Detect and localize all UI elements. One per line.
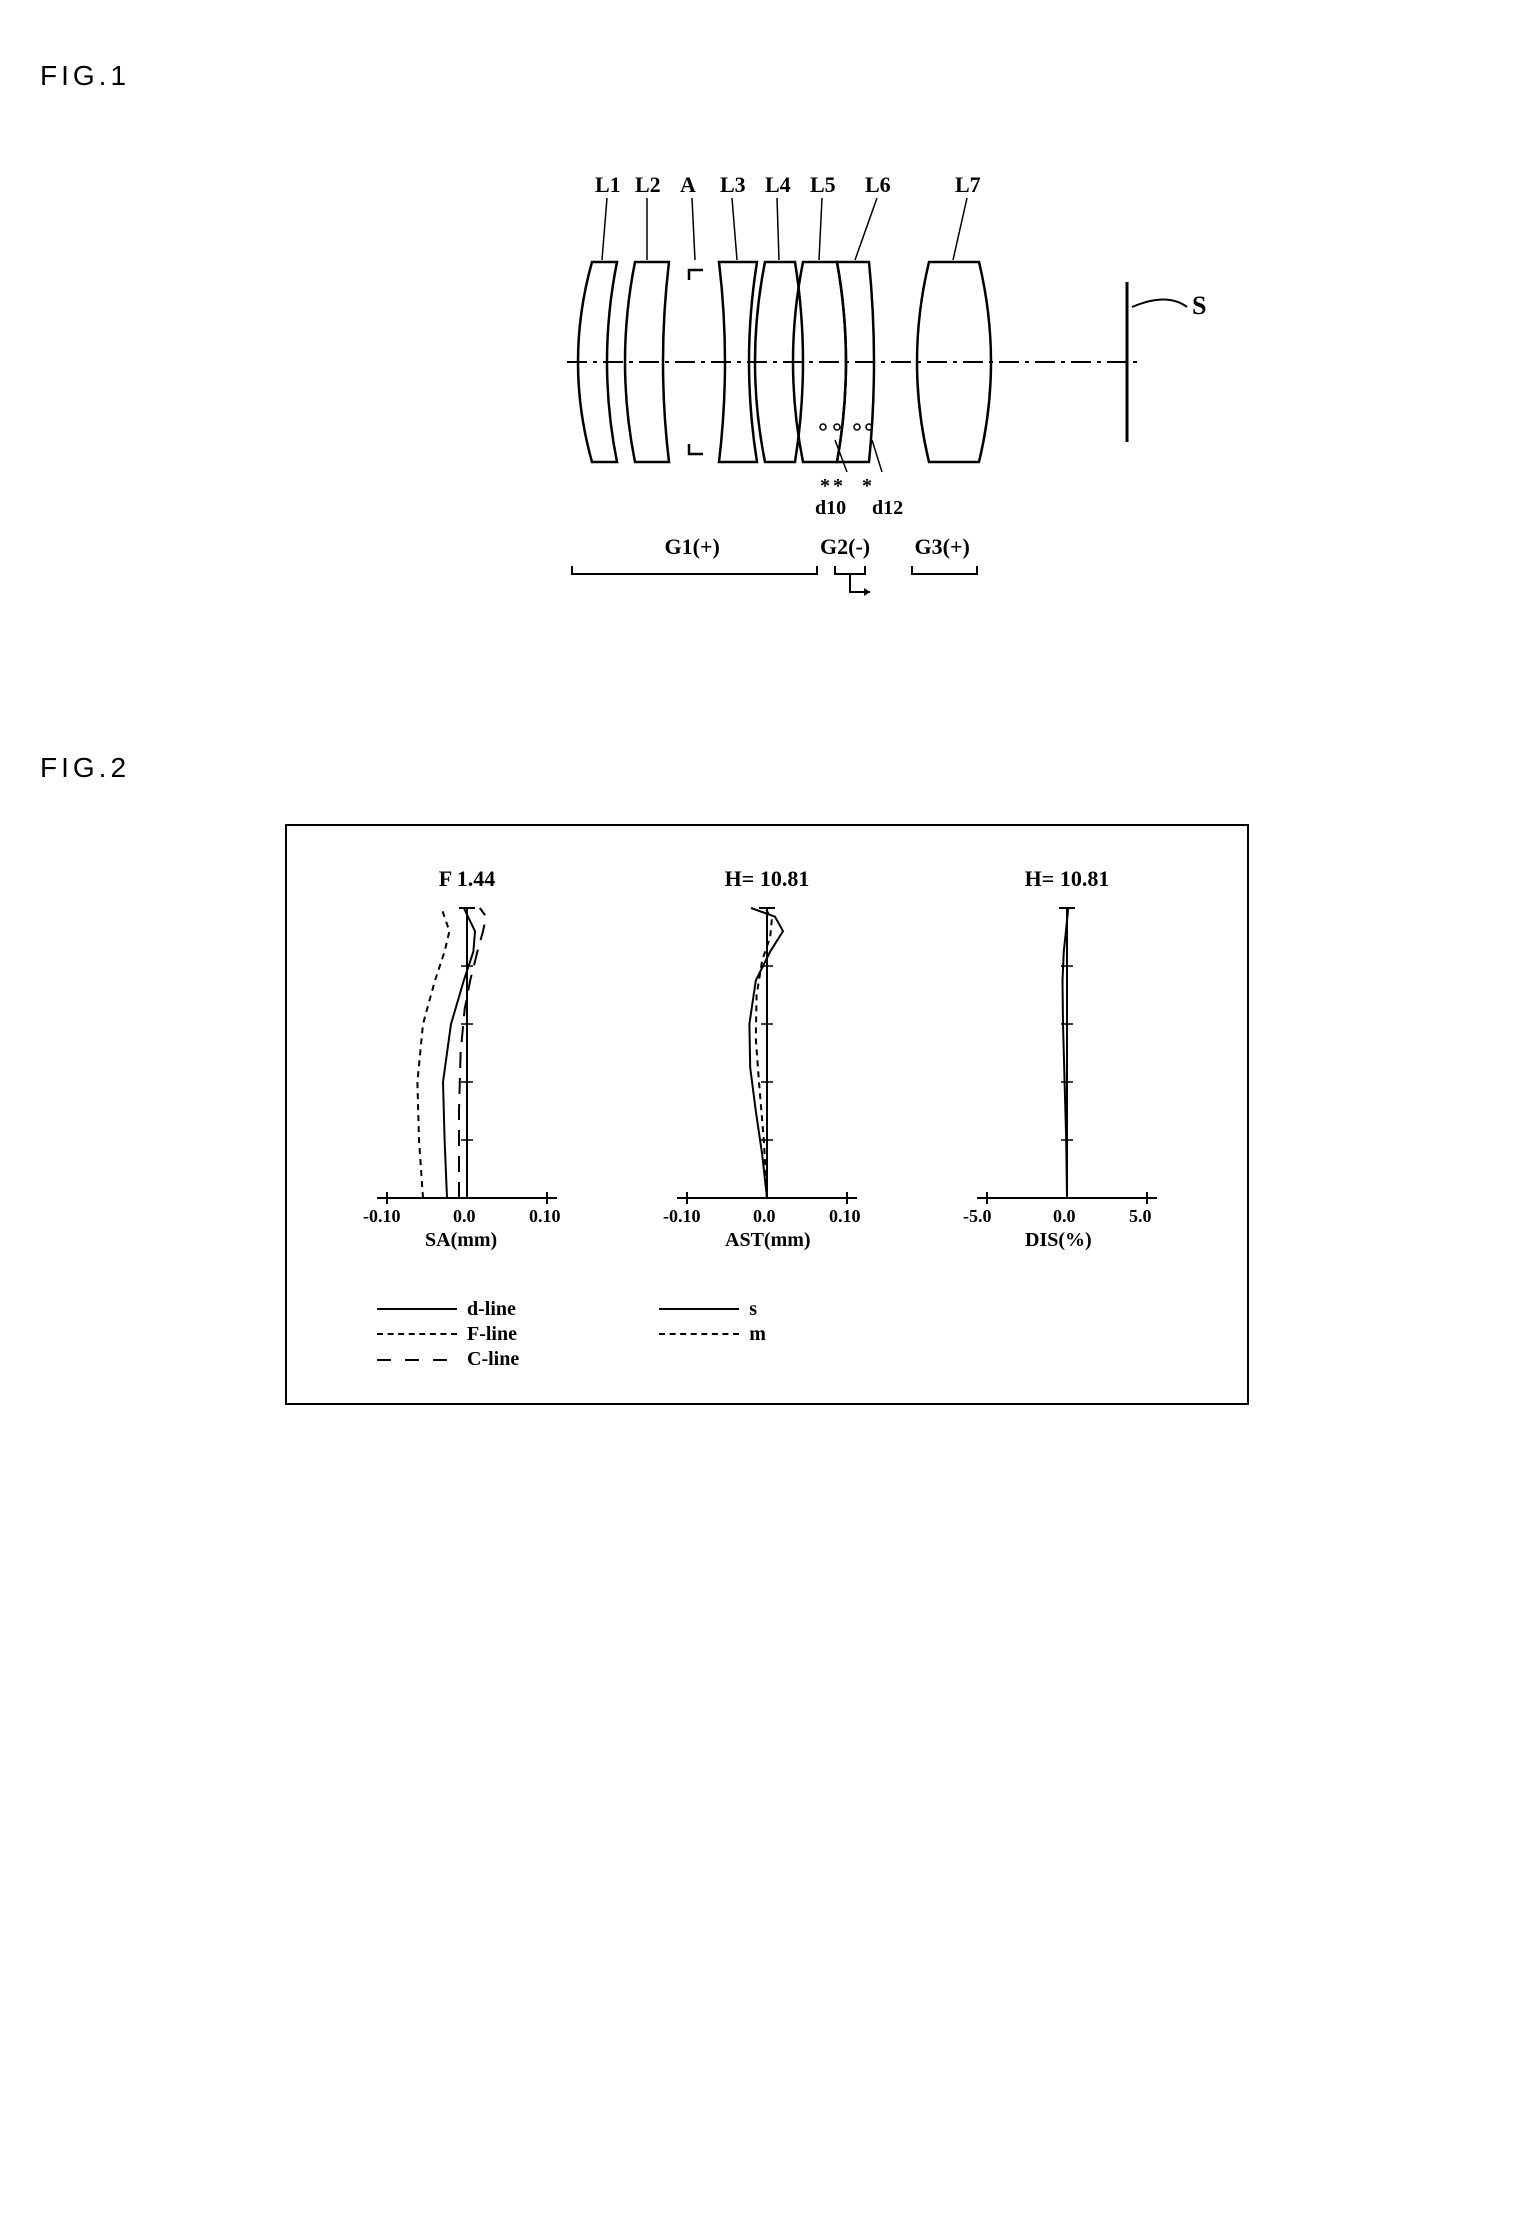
svg-text:*: * bbox=[833, 475, 843, 497]
legend-row: d-lineF-lineC-line sm bbox=[317, 1298, 1217, 1373]
legend-item: s bbox=[659, 1298, 766, 1321]
legend-item: C-line bbox=[377, 1348, 519, 1371]
svg-text:L3: L3 bbox=[720, 172, 746, 197]
svg-text:S: S bbox=[1192, 291, 1206, 320]
ast-chart: H= 10.81 -0.10 0.0 0.10 AST(mm) bbox=[657, 866, 877, 1258]
svg-text:DIS(%): DIS(%) bbox=[1025, 1229, 1092, 1251]
svg-text:SA(mm): SA(mm) bbox=[425, 1229, 497, 1251]
svg-text:*: * bbox=[820, 475, 830, 497]
legend-item: F-line bbox=[377, 1323, 519, 1346]
svg-text:L2: L2 bbox=[635, 172, 661, 197]
lens-diagram-svg: SL1L2AL3L4L5L6L7***d10d12G1(+)G2(-)G3(+) bbox=[317, 132, 1217, 632]
svg-text:L1: L1 bbox=[595, 172, 621, 197]
dis-title: H= 10.81 bbox=[1025, 866, 1110, 892]
svg-text:G1(+): G1(+) bbox=[665, 534, 720, 559]
fig2-chart-box: F 1.44 -0.10 0.0 0.10 SA(mm) H= 10.81 -0.10… bbox=[285, 824, 1249, 1405]
svg-text:d10: d10 bbox=[815, 497, 846, 519]
legend-ast: sm bbox=[659, 1298, 766, 1373]
svg-text:L5: L5 bbox=[810, 172, 836, 197]
svg-text:G3(+): G3(+) bbox=[915, 534, 970, 559]
sa-svg: -0.10 0.0 0.10 SA(mm) bbox=[357, 898, 577, 1258]
svg-text:L6: L6 bbox=[865, 172, 891, 197]
sa-chart: F 1.44 -0.10 0.0 0.10 SA(mm) bbox=[357, 866, 577, 1258]
svg-text:L4: L4 bbox=[765, 172, 791, 197]
dis-svg: -5.0 0.0 5.0 DIS(%) bbox=[957, 898, 1177, 1258]
ast-svg: -0.10 0.0 0.10 AST(mm) bbox=[657, 898, 877, 1258]
svg-text:*: * bbox=[862, 475, 872, 497]
svg-text:0.10: 0.10 bbox=[529, 1206, 561, 1226]
charts-row: F 1.44 -0.10 0.0 0.10 SA(mm) H= 10.81 -0.10… bbox=[317, 866, 1217, 1258]
svg-text:0.0: 0.0 bbox=[453, 1206, 476, 1226]
svg-text:5.0: 5.0 bbox=[1129, 1206, 1152, 1226]
sa-title: F 1.44 bbox=[439, 866, 496, 892]
svg-text:0.10: 0.10 bbox=[829, 1206, 861, 1226]
fig1-label: FIG.1 bbox=[40, 60, 1494, 92]
svg-text:G2(-): G2(-) bbox=[820, 534, 870, 559]
legend-item: d-line bbox=[377, 1298, 519, 1321]
ast-title: H= 10.81 bbox=[725, 866, 810, 892]
legend-sa: d-lineF-lineC-line bbox=[377, 1298, 519, 1373]
svg-text:L7: L7 bbox=[955, 172, 981, 197]
svg-text:-0.10: -0.10 bbox=[363, 1206, 401, 1226]
fig2-label: FIG.2 bbox=[40, 752, 1494, 784]
svg-text:A: A bbox=[680, 172, 696, 197]
svg-text:-5.0: -5.0 bbox=[963, 1206, 992, 1226]
svg-text:0.0: 0.0 bbox=[1053, 1206, 1076, 1226]
svg-text:d12: d12 bbox=[872, 497, 903, 519]
figure-2: FIG.2 F 1.44 -0.10 0.0 0.10 SA(mm) H= 10.81… bbox=[40, 752, 1494, 1405]
svg-text:AST(mm): AST(mm) bbox=[725, 1229, 811, 1251]
svg-text:0.0: 0.0 bbox=[753, 1206, 776, 1226]
legend-item: m bbox=[659, 1323, 766, 1346]
svg-text:-0.10: -0.10 bbox=[663, 1206, 701, 1226]
dis-chart: H= 10.81 -5.0 0.0 5.0 DIS(%) bbox=[957, 866, 1177, 1258]
figure-1: FIG.1 SL1L2AL3L4L5L6L7***d10d12G1(+)G2(-… bbox=[40, 60, 1494, 632]
